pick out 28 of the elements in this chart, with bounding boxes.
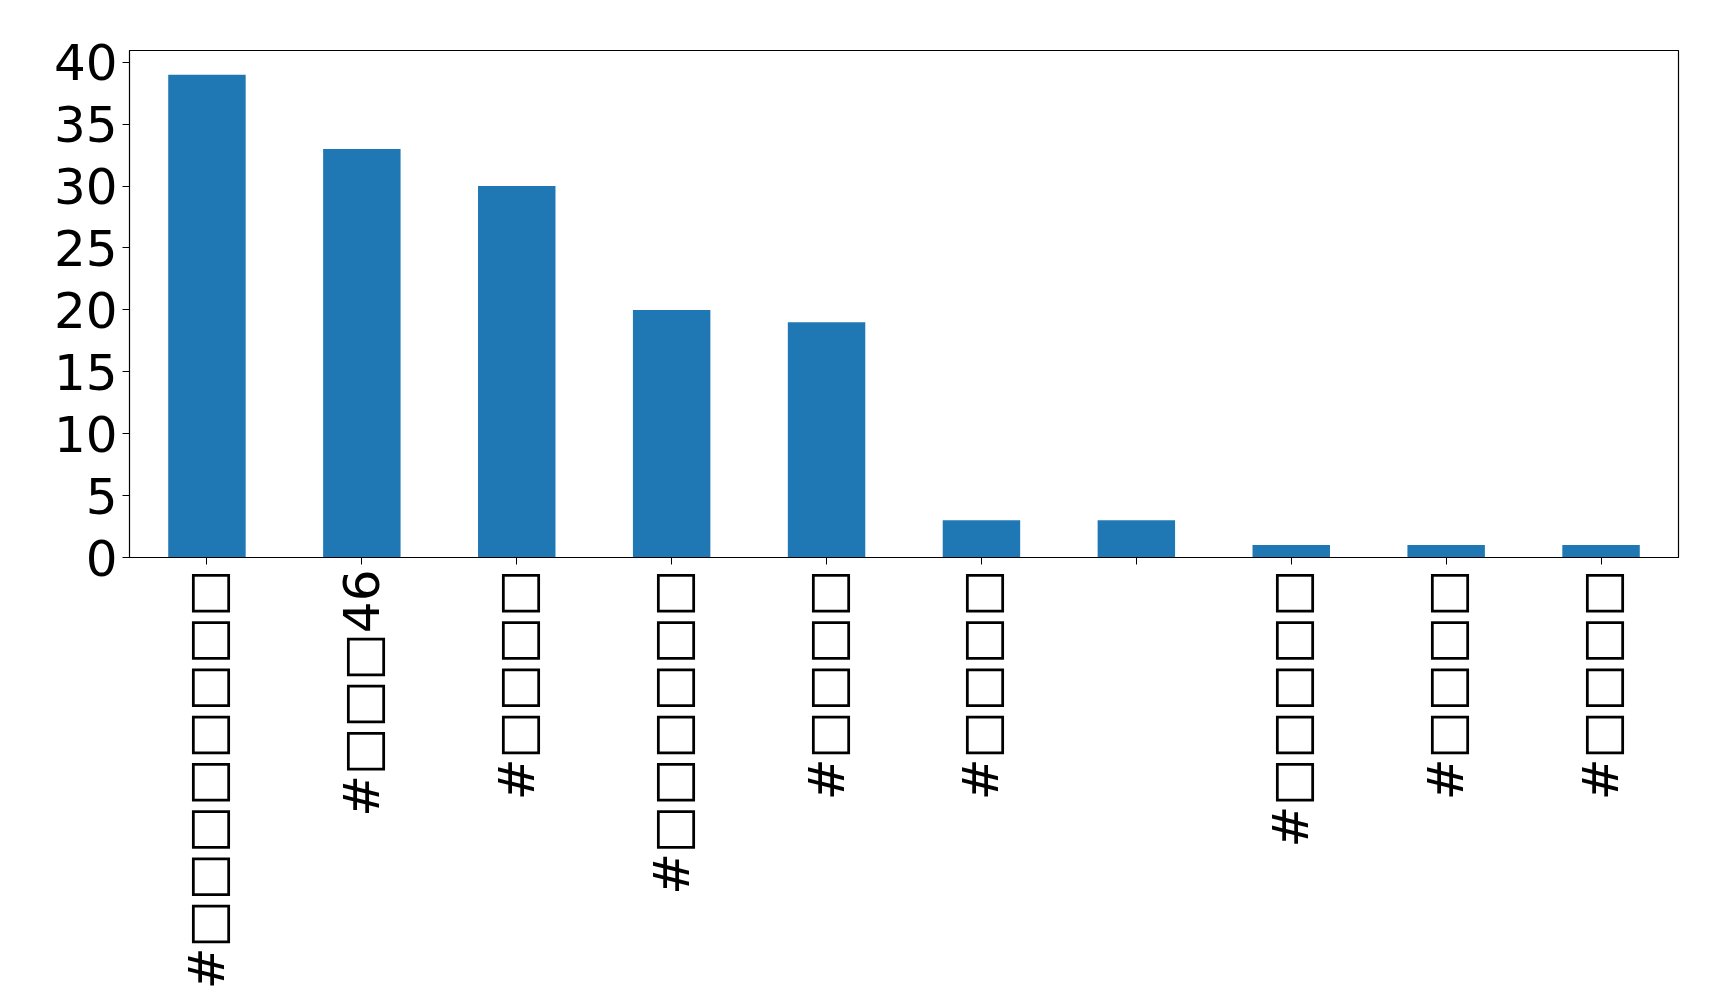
y-tick-label: 0 <box>85 529 118 588</box>
y-tick-label: 35 <box>53 96 118 155</box>
x-tick-label: #□□□□ <box>487 569 546 801</box>
bar <box>787 322 866 558</box>
bar <box>1407 545 1485 558</box>
y-tick-label: 30 <box>53 158 118 217</box>
y-tick-label: 25 <box>53 219 118 278</box>
y-tick-label: 40 <box>53 34 118 93</box>
x-tick-label: #□□□□ <box>1572 569 1631 801</box>
bar <box>323 148 401 558</box>
x-tick-label: #□□□□□□□□ <box>177 569 236 990</box>
x-tick-label: #□□□46 <box>332 569 391 817</box>
x-tick-label: #□□□□ <box>952 569 1011 801</box>
bar <box>942 520 1021 558</box>
y-tick-label: 5 <box>85 467 118 526</box>
y-tick-label: 15 <box>53 343 118 402</box>
x-tick-label: #□□□□ <box>797 569 856 801</box>
y-tick-label: 10 <box>53 405 118 464</box>
bar <box>632 309 711 558</box>
x-tick-label: #□□□□□ <box>1262 569 1321 848</box>
bar <box>168 74 246 558</box>
bar <box>1097 520 1176 558</box>
bar <box>478 186 556 558</box>
x-tick-label: #□□□□ <box>1417 569 1476 801</box>
x-tick-label: #□□□□□□ <box>642 569 701 895</box>
bar <box>1252 545 1330 558</box>
bar <box>1562 545 1640 558</box>
y-tick-label: 20 <box>53 281 118 340</box>
